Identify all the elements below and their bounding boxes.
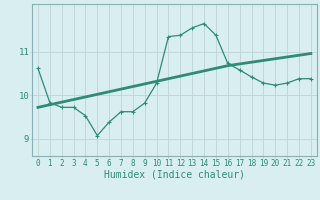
X-axis label: Humidex (Indice chaleur): Humidex (Indice chaleur): [104, 169, 245, 179]
